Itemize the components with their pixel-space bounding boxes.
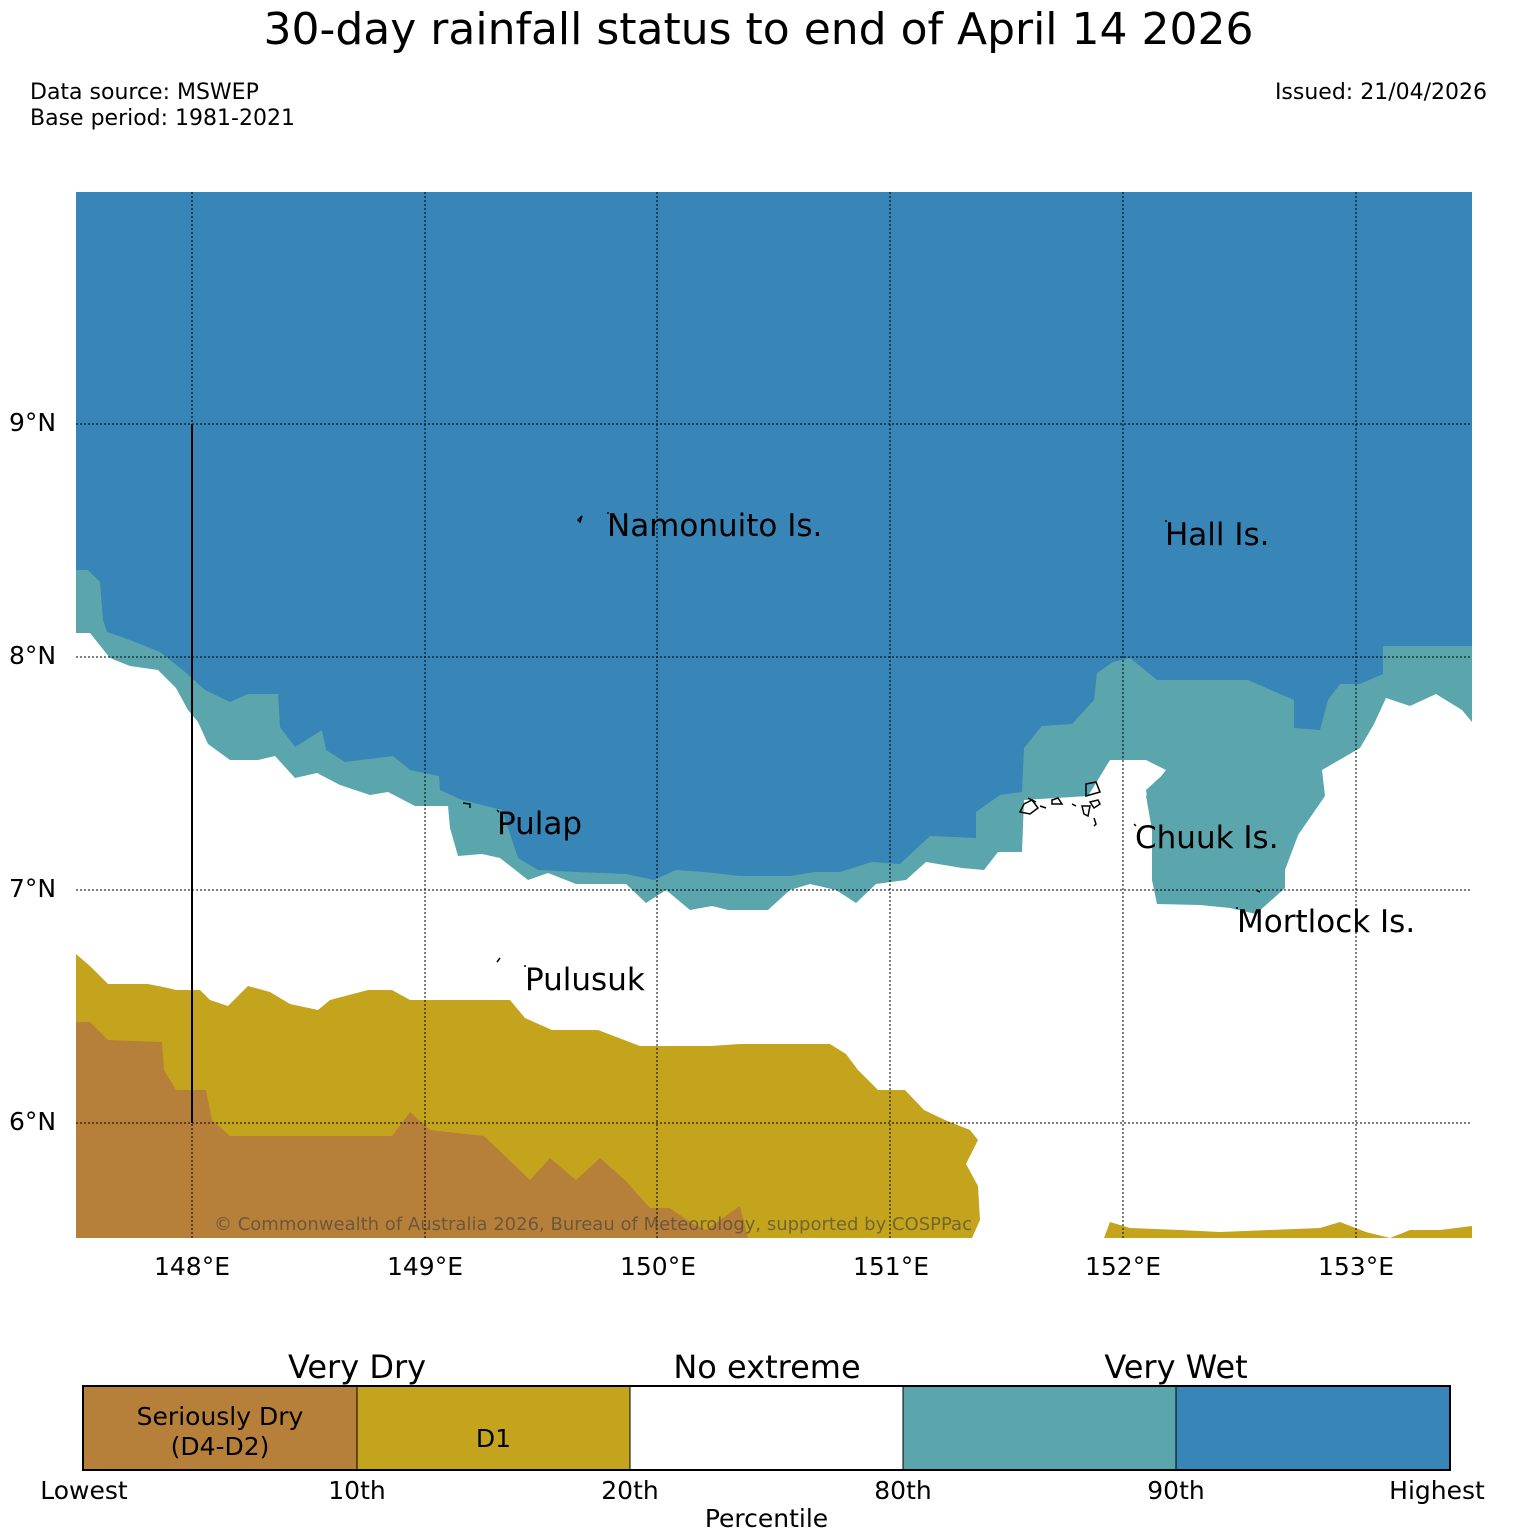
colorbar-frame [82,1385,1451,1471]
issued-date: Issued: 21/04/2026 [1274,80,1487,105]
lat-label-8n: 8°N [9,641,57,670]
colorbar-tick-90th: 90th [1147,1476,1205,1505]
colorbar-d1 [357,1386,630,1470]
place-pulap: Pulap [497,806,583,842]
place-namonuito: Namonuito Is. [607,508,823,544]
chuuk-wet-patch [1146,760,1310,912]
place-chuuk: Chuuk Is. [1135,820,1279,856]
lon-label-153e: 153°E [1317,1252,1394,1281]
colorbar-heading-no-extreme: No extreme [673,1348,861,1386]
lon-label-152e: 152°E [1084,1252,1161,1281]
copyright-notice: © Commonwealth of Australia 2026, Bureau… [214,1214,972,1235]
lon-label-149e: 149°E [386,1252,463,1281]
colorbar-tick-80th: 80th [874,1476,932,1505]
colorbar [82,1385,1451,1471]
colorbar-label-d1: D1 [475,1424,512,1453]
map-title: 30-day rainfall status to end of April 1… [263,4,1254,55]
lon-label-150e: 150°E [619,1252,696,1281]
colorbar-axis-label: Percentile [704,1504,829,1533]
colorbar-tick-20th: 20th [601,1476,659,1505]
lon-label-151e: 151°E [852,1252,929,1281]
colorbar-label-seriously-dry-line1: Seriously Dry [136,1402,304,1431]
lat-label-9n: 9°N [9,408,57,437]
colorbar-label-seriously-dry: Seriously Dry (D4-D2) [83,1402,357,1462]
seriously-dry-region [76,1022,748,1238]
colorbar-tick-10th: 10th [328,1476,386,1505]
colorbar-heading-very-dry: Very Dry [287,1348,427,1386]
colorbar-wet [903,1386,1176,1470]
place-mortlock: Mortlock Is. [1237,904,1416,940]
data-source-info: Data source: MSWEP Base period: 1981-202… [30,80,295,132]
island-outlines [462,512,1261,967]
lat-label-7n: 7°N [9,874,57,903]
graticule [76,192,1472,1238]
colorbar-label-seriously-dry-line2: (D4-D2) [170,1432,270,1461]
lat-label-6n: 6°N [9,1107,57,1136]
colorbar-heading-very-wet: Very Wet [1104,1348,1248,1386]
place-hall: Hall Is. [1165,517,1270,553]
colorbar-very-wet [1176,1386,1450,1470]
colorbar-seriously-dry [83,1386,357,1470]
colorbar-tick-lowest: Lowest [40,1476,128,1505]
lon-label-148e: 148°E [153,1252,230,1281]
place-pulusuk: Pulusuk [525,962,645,998]
data-source: Data source: MSWEP [30,80,259,105]
colorbar-no-extreme [630,1386,903,1470]
colorbar-tick-highest: Highest [1389,1476,1485,1505]
d1-region-east [1104,1222,1472,1238]
base-period: Base period: 1981-2021 [30,106,295,131]
